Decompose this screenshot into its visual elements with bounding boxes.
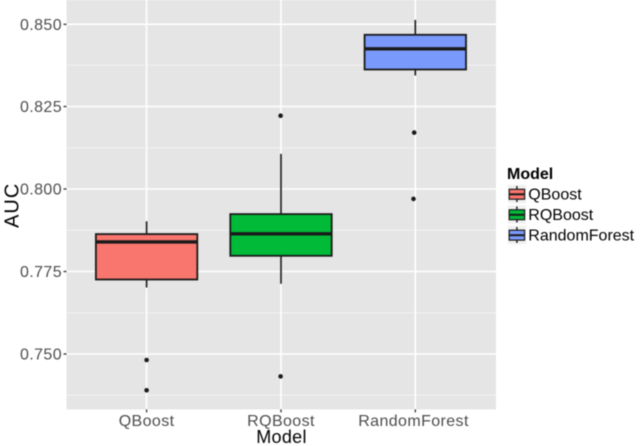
svg-text:0.825: 0.825 — [20, 99, 62, 116]
svg-text:QBoost: QBoost — [119, 413, 175, 430]
svg-text:RQBoost: RQBoost — [528, 207, 593, 224]
svg-text:RQBoost: RQBoost — [247, 413, 315, 430]
svg-text:RandomForest: RandomForest — [358, 413, 469, 430]
svg-text:Model: Model — [256, 427, 307, 446]
svg-text:0.800: 0.800 — [20, 182, 62, 199]
svg-text:0.750: 0.750 — [20, 347, 62, 364]
svg-text:0.775: 0.775 — [20, 264, 62, 281]
svg-text:QBoost: QBoost — [528, 187, 582, 204]
svg-text:0.850: 0.850 — [20, 17, 62, 34]
svg-text:AUC: AUC — [2, 183, 24, 228]
svg-text:RandomForest: RandomForest — [528, 228, 634, 245]
svg-text:Model: Model — [507, 166, 553, 183]
